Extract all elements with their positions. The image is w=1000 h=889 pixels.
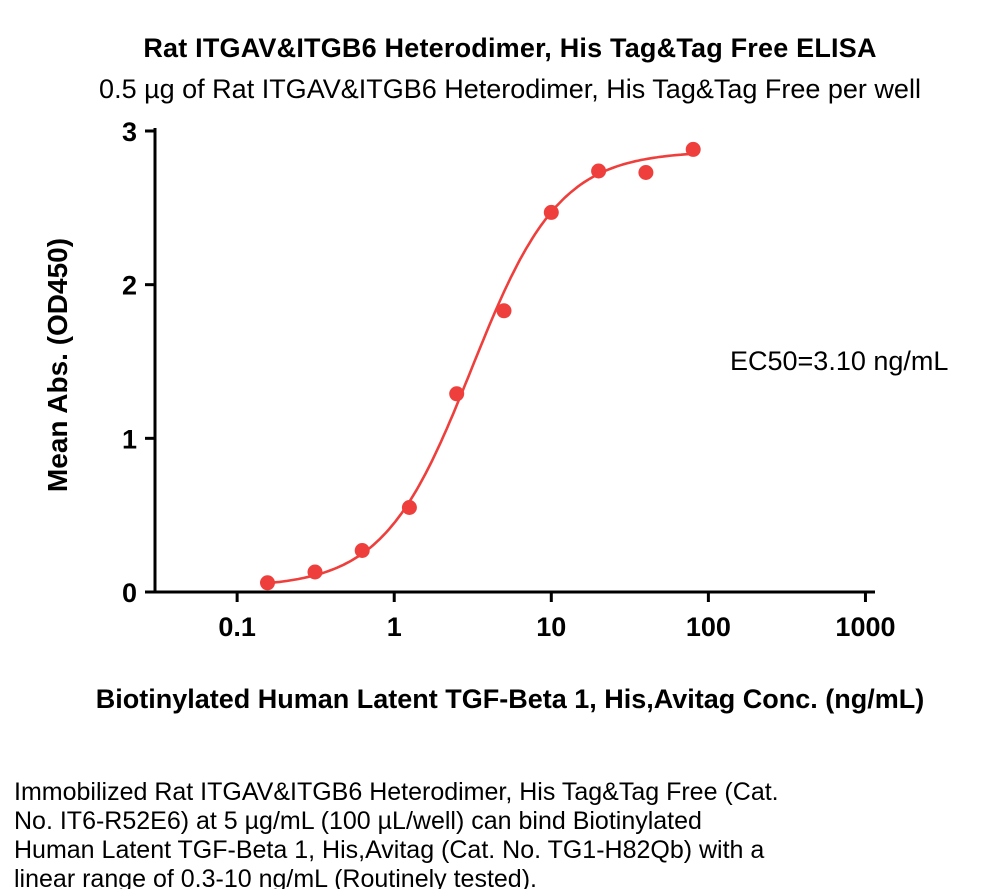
data-point — [307, 564, 323, 580]
data-point — [449, 386, 465, 402]
data-point — [496, 303, 512, 319]
y-tick-label: 0 — [122, 578, 137, 608]
figure-caption: Immobilized Rat ITGAV&ITGB6 Heterodimer,… — [14, 778, 779, 889]
caption-line-1: Immobilized Rat ITGAV&ITGB6 Heterodimer,… — [14, 778, 779, 806]
x-tick-label: 10 — [536, 612, 566, 642]
caption-line-4: linear range of 0.3-10 ng/mL (Routinely … — [14, 865, 537, 889]
caption-line-3: Human Latent TGF-Beta 1, His,Avitag (Cat… — [14, 836, 765, 864]
chart-subtitle: 0.5 µg of Rat ITGAV&ITGB6 Heterodimer, H… — [99, 74, 921, 104]
data-point — [260, 575, 275, 591]
data-point — [543, 204, 559, 220]
x-tick-label: 1000 — [835, 612, 895, 642]
chart-title: Rat ITGAV&ITGB6 Heterodimer, His Tag&Tag… — [143, 33, 877, 63]
data-point — [354, 543, 370, 558]
data-point — [401, 500, 417, 515]
data-point — [638, 165, 654, 180]
data-point — [591, 163, 607, 179]
y-tick-label: 2 — [122, 271, 137, 301]
fit-curve — [266, 152, 695, 585]
data-point — [685, 141, 701, 157]
x-tick-label: 100 — [686, 612, 731, 642]
x-tick-label: 1 — [387, 612, 402, 642]
ec50-annotation: EC50=3.10 ng/mL — [730, 346, 949, 376]
caption-line-2: No. IT6-R52E6) at 5 µg/mL (100 µL/well) … — [14, 807, 702, 835]
y-tick-label: 3 — [122, 117, 137, 147]
x-tick-label: 0.1 — [218, 612, 256, 642]
y-tick-label: 1 — [122, 424, 137, 454]
x-axis-label: Biotinylated Human Latent TGF-Beta 1, Hi… — [95, 684, 925, 714]
y-axis-label: Mean Abs. (OD450) — [42, 237, 73, 493]
